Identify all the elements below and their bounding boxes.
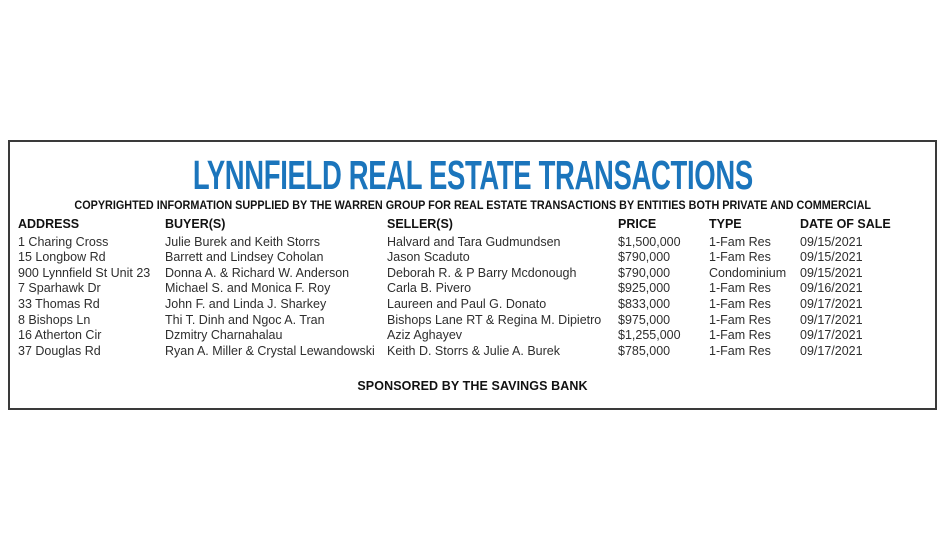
cell-price: $833,000	[618, 296, 671, 311]
cell-buyers: Julie Burek and Keith Storrs	[165, 234, 320, 249]
transactions-table: ADDRESS BUYER(S) SELLER(S) PRICE TYPE DA…	[18, 217, 929, 359]
cell-address: 15 Longbow Rd	[18, 250, 106, 265]
cell-sellers: Deborah R. & P Barry Mcdonough	[387, 265, 577, 280]
cell-address: 33 Thomas Rd	[18, 296, 100, 311]
cell-type: Condominium	[709, 265, 787, 280]
cell-date: 09/17/2021	[800, 312, 863, 327]
sponsor-note: SPONSORED BY THE SAVINGS BANK	[357, 379, 588, 393]
table-row: 33 Thomas Rd John F. and Linda J. Sharke…	[18, 297, 929, 313]
cell-date: 09/15/2021	[800, 250, 863, 265]
cell-sellers: Aziz Aghayev	[387, 328, 463, 343]
cell-sellers: Jason Scaduto	[387, 250, 470, 265]
table-row: 15 Longbow Rd Barrett and Lindsey Cohola…	[18, 250, 929, 266]
cell-type: 1-Fam Res	[709, 281, 771, 296]
cell-price: $975,000	[618, 312, 671, 327]
cell-type: 1-Fam Res	[709, 328, 771, 343]
cell-type: 1-Fam Res	[709, 312, 771, 327]
copyright-note: COPYRIGHTED INFORMATION SUPPLIED BY THE …	[74, 200, 871, 212]
cell-type: 1-Fam Res	[709, 343, 771, 358]
cell-address: 900 Lynnfield St Unit 23	[18, 265, 151, 280]
page-title-row: LYNNFIELD REAL ESTATE TRANSACTIONS	[10, 155, 935, 196]
cell-date: 09/17/2021	[800, 328, 863, 343]
table-row: 8 Bishops Ln Thi T. Dinh and Ngoc A. Tra…	[18, 313, 929, 329]
cell-address: 1 Charing Cross	[18, 234, 109, 249]
cell-sellers: Bishops Lane RT & Regina M. Dipietro	[387, 312, 602, 327]
table-row: 900 Lynnfield St Unit 23 Donna A. & Rich…	[18, 266, 929, 282]
cell-date: 09/15/2021	[800, 234, 863, 249]
cell-price: $1,500,000	[618, 234, 681, 249]
cell-sellers: Laureen and Paul G. Donato	[387, 296, 547, 311]
table-header-row: ADDRESS BUYER(S) SELLER(S) PRICE TYPE DA…	[18, 217, 929, 233]
cell-address: 7 Sparhawk Dr	[18, 281, 101, 296]
cell-price: $790,000	[618, 265, 671, 280]
column-header-address: ADDRESS	[18, 217, 80, 231]
cell-price: $785,000	[618, 343, 671, 358]
cell-address: 37 Douglas Rd	[18, 343, 101, 358]
column-header-price: PRICE	[618, 217, 657, 231]
cell-address: 8 Bishops Ln	[18, 312, 91, 327]
cell-buyers: Donna A. & Richard W. Anderson	[165, 265, 350, 280]
cell-type: 1-Fam Res	[709, 234, 771, 249]
column-header-buyers: BUYER(S)	[165, 217, 226, 231]
cell-sellers: Carla B. Pivero	[387, 281, 472, 296]
cell-price: $925,000	[618, 281, 671, 296]
transactions-listing: LYNNFIELD REAL ESTATE TRANSACTIONS COPYR…	[8, 140, 937, 410]
cell-address: 16 Atherton Cir	[18, 328, 102, 343]
column-header-sellers: SELLER(S)	[387, 217, 453, 231]
cell-sellers: Halvard and Tara Gudmundsen	[387, 234, 561, 249]
column-header-date-of-sale: DATE OF SALE	[800, 217, 891, 231]
cell-buyers: Dzmitry Charnahalau	[165, 328, 283, 343]
cell-sellers: Keith D. Storrs & Julie A. Burek	[387, 343, 560, 358]
cell-price: $790,000	[618, 250, 671, 265]
cell-buyers: Michael S. and Monica F. Roy	[165, 281, 331, 296]
cell-buyers: John F. and Linda J. Sharkey	[165, 296, 327, 311]
table-row: 16 Atherton Cir Dzmitry Charnahalau Aziz…	[18, 328, 929, 344]
copyright-row: COPYRIGHTED INFORMATION SUPPLIED BY THE …	[10, 195, 935, 214]
cell-type: 1-Fam Res	[709, 250, 771, 265]
page-title: LYNNFIELD REAL ESTATE TRANSACTIONS	[192, 152, 753, 198]
cell-date: 09/15/2021	[800, 265, 863, 280]
table-row: 7 Sparhawk Dr Michael S. and Monica F. R…	[18, 281, 929, 297]
table-body: 1 Charing Cross Julie Burek and Keith St…	[18, 235, 929, 360]
cell-buyers: Thi T. Dinh and Ngoc A. Tran	[165, 312, 325, 327]
cell-buyers: Barrett and Lindsey Coholan	[165, 250, 324, 265]
cell-price: $1,255,000	[618, 328, 681, 343]
cell-buyers: Ryan A. Miller & Crystal Lewandowski	[165, 343, 375, 358]
cell-date: 09/16/2021	[800, 281, 863, 296]
table-row: 1 Charing Cross Julie Burek and Keith St…	[18, 235, 929, 251]
column-header-type: TYPE	[709, 217, 742, 231]
cell-date: 09/17/2021	[800, 343, 863, 358]
table-row: 37 Douglas Rd Ryan A. Miller & Crystal L…	[18, 344, 929, 360]
cell-date: 09/17/2021	[800, 296, 863, 311]
cell-type: 1-Fam Res	[709, 296, 771, 311]
